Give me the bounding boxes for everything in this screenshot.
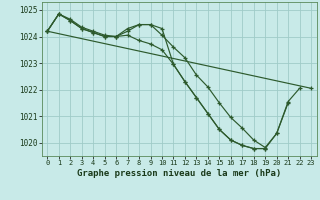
X-axis label: Graphe pression niveau de la mer (hPa): Graphe pression niveau de la mer (hPa) bbox=[77, 169, 281, 178]
